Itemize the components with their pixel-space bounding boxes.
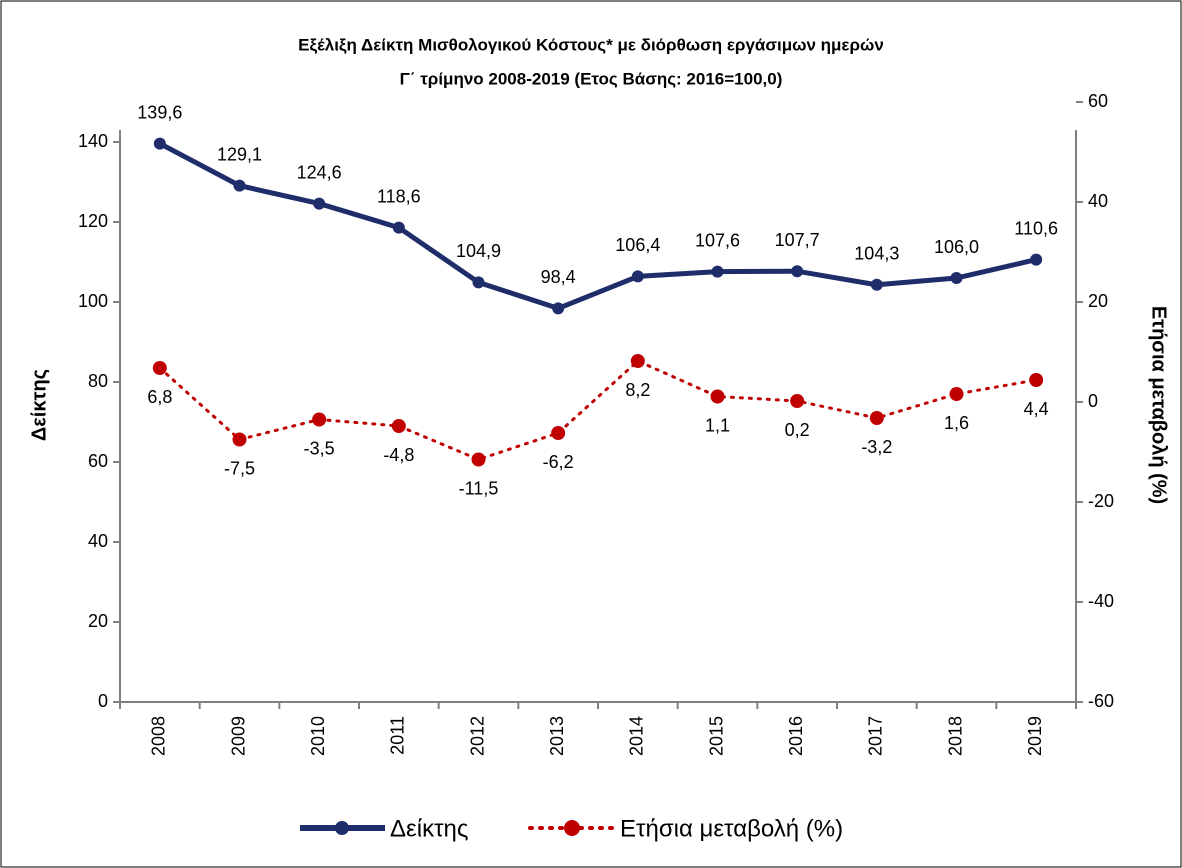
y2-tick-label: -40 xyxy=(1088,591,1114,611)
title-line: Γ΄ τρίμηνο 2008-2019 (Ετος Βάσης: 2016=1… xyxy=(400,69,783,88)
y-tick-label: 0 xyxy=(98,691,108,711)
data-label: 0,2 xyxy=(785,420,810,440)
data-label: 104,9 xyxy=(456,241,501,261)
data-label: -7,5 xyxy=(224,458,255,478)
series-line xyxy=(158,141,1037,312)
point xyxy=(312,412,327,427)
point xyxy=(1030,253,1043,266)
x-tick-label: 2011 xyxy=(388,716,408,755)
data-label: -4,8 xyxy=(383,445,414,465)
legend-label: Δείκτης xyxy=(390,815,468,842)
y2-tick-label: -60 xyxy=(1088,691,1114,711)
y-tick-label: 20 xyxy=(88,611,108,631)
y2-tick-label: 20 xyxy=(1088,291,1108,311)
y2-tick-label: 0 xyxy=(1088,391,1098,411)
y2-tick-label: 40 xyxy=(1088,191,1108,211)
point xyxy=(630,354,645,368)
data-label: 118,6 xyxy=(377,186,421,206)
point xyxy=(152,361,167,375)
point xyxy=(791,265,804,278)
data-label: 107,6 xyxy=(695,230,740,250)
point xyxy=(391,419,406,433)
y-tick-label: 120 xyxy=(78,211,108,231)
point xyxy=(313,197,326,210)
data-label: -3,5 xyxy=(304,438,335,458)
x-tick-label: 2015 xyxy=(706,716,726,756)
data-label: 110,6 xyxy=(1014,218,1058,238)
y-tick-label: 60 xyxy=(88,451,108,471)
point xyxy=(471,452,486,467)
y-tick-label: 40 xyxy=(88,531,108,551)
y2-axis-title: Ετήσια μεταβολή (%) xyxy=(1148,306,1170,504)
data-label: 104,3 xyxy=(854,244,899,264)
data-label: 106,0 xyxy=(934,237,979,257)
point xyxy=(233,179,246,192)
point xyxy=(552,302,565,315)
y-tick-label: 80 xyxy=(88,371,108,391)
data-label: 107,7 xyxy=(775,230,820,250)
point xyxy=(392,221,405,234)
y2-tick-label: -20 xyxy=(1088,491,1114,511)
point xyxy=(631,270,644,283)
title-line: Εξέλιξη Δείκτη Μισθολογικού Κόστους* με … xyxy=(298,35,884,54)
point xyxy=(869,411,884,425)
x-tick-label: 2008 xyxy=(149,716,169,756)
data-label: 139,6 xyxy=(137,102,182,122)
series-line xyxy=(158,359,1038,462)
point xyxy=(153,137,166,150)
data-label: -11,5 xyxy=(459,478,499,498)
y-tick-label: 140 xyxy=(78,131,108,151)
data-label: 1,6 xyxy=(944,413,969,433)
y2-tick-label: 60 xyxy=(1088,91,1108,111)
point xyxy=(551,426,566,440)
y-tick-label: 100 xyxy=(78,291,108,311)
data-label: -3,2 xyxy=(861,437,892,457)
data-label: 124,6 xyxy=(297,162,342,182)
point xyxy=(950,272,963,284)
point xyxy=(232,432,247,447)
x-tick-label: 2013 xyxy=(547,716,567,756)
x-tick-label: 2016 xyxy=(786,716,806,756)
x-tick-label: 2012 xyxy=(467,716,487,756)
x-tick-label: 2009 xyxy=(228,716,248,756)
y-axis-title: Δείκτης xyxy=(28,369,50,441)
point xyxy=(790,394,805,408)
legend-marker xyxy=(335,821,349,835)
x-tick-label: 2019 xyxy=(1025,716,1045,756)
data-label: 129,1 xyxy=(217,144,262,164)
data-label: 8,2 xyxy=(625,380,650,400)
x-tick-label: 2018 xyxy=(945,716,965,756)
point xyxy=(870,278,883,291)
point xyxy=(472,276,485,289)
data-label: 98,4 xyxy=(541,267,576,287)
data-label: 106,4 xyxy=(615,235,660,255)
data-label: 4,4 xyxy=(1024,399,1049,419)
point xyxy=(949,387,964,401)
data-label: 1,1 xyxy=(705,415,730,435)
legend-label: Ετήσια μεταβολή (%) xyxy=(620,815,843,842)
point xyxy=(711,265,724,278)
x-tick-label: 2014 xyxy=(627,716,647,756)
data-label: 6,8 xyxy=(147,387,172,407)
x-tick-label: 2010 xyxy=(308,716,328,756)
point xyxy=(1029,373,1044,387)
legend-marker xyxy=(564,820,580,836)
x-tick-label: 2017 xyxy=(866,716,886,756)
data-label: -6,2 xyxy=(543,452,574,472)
point xyxy=(710,389,725,404)
